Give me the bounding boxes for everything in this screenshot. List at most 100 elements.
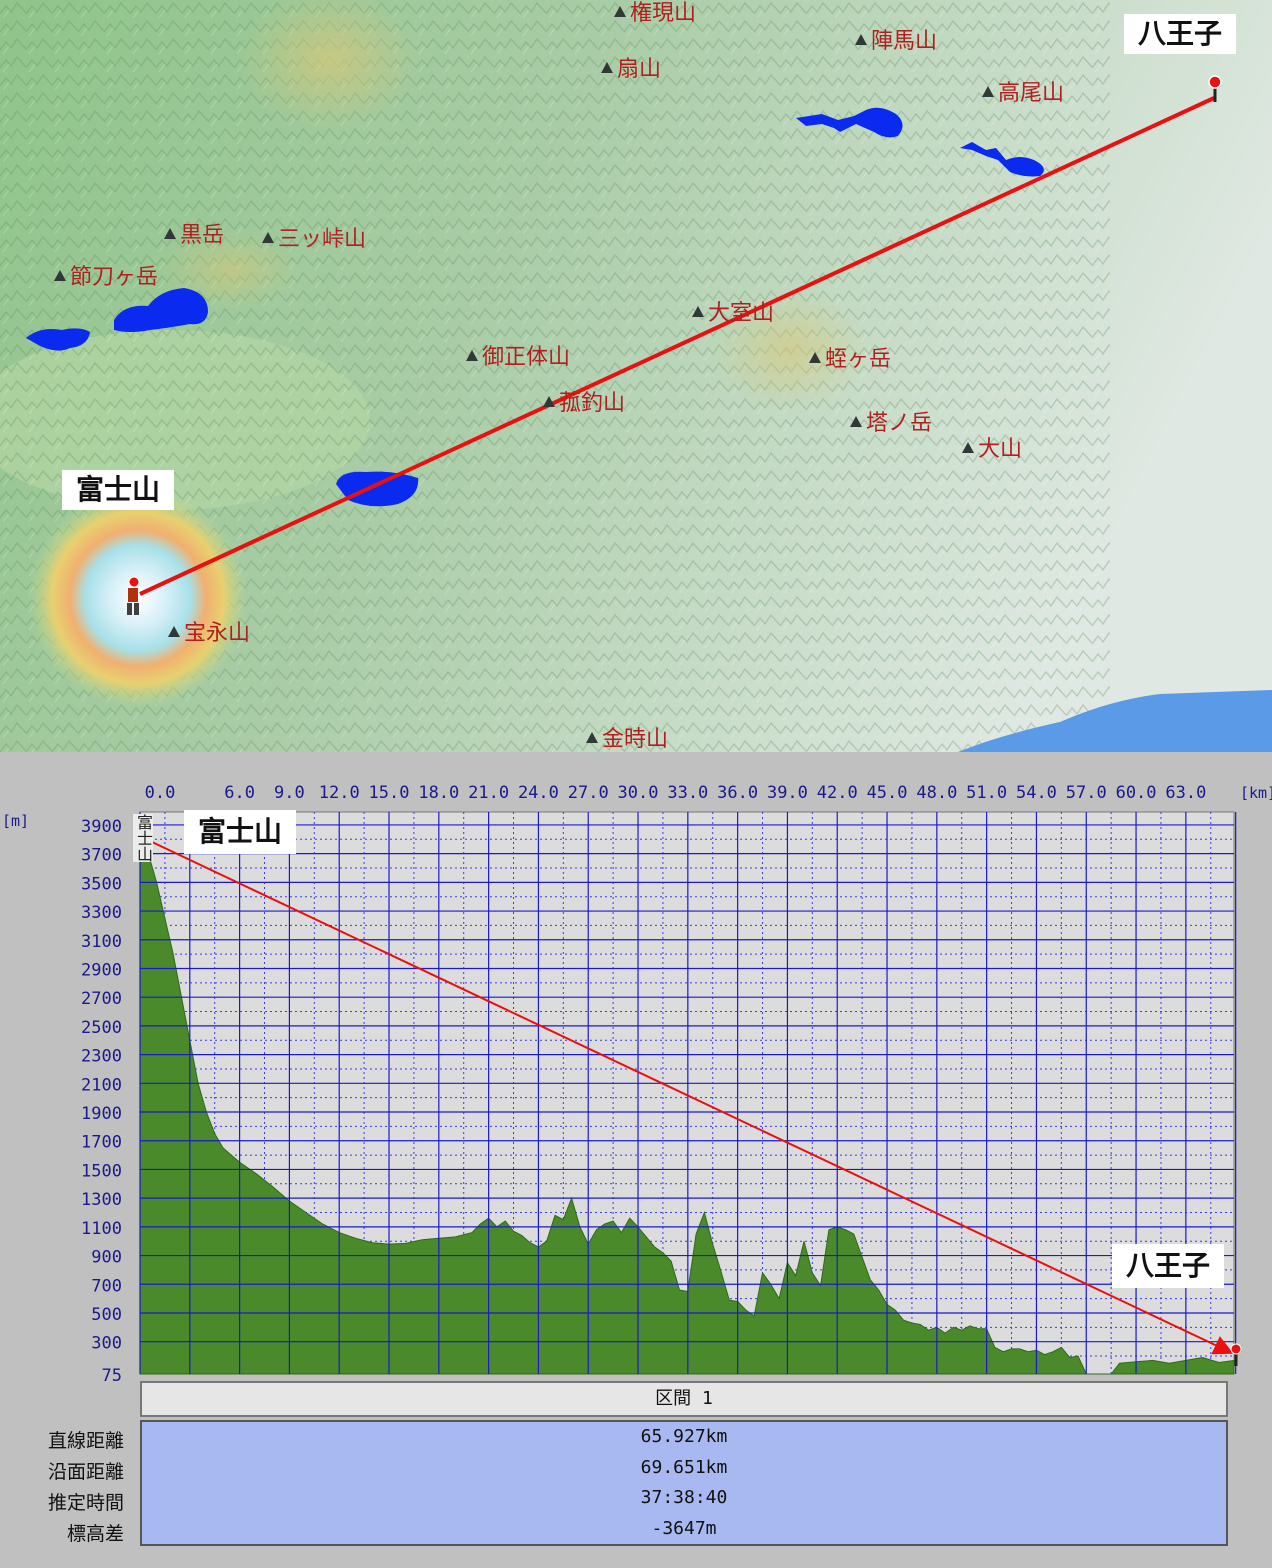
lake-yamanaka <box>336 471 419 507</box>
x-tick-label: 12.0 <box>319 783 360 803</box>
y-axis-ticks: 3900 3700 3500 3300 3100 2900 2700 2500 2300 2100… <box>81 817 122 1386</box>
x-tick-label: 45.0 <box>867 783 908 803</box>
y-tick-label: 3100 <box>81 932 122 952</box>
row-surface-distance-value: 69.651km <box>640 1456 728 1478</box>
segment-values: 65.927km 69.651km 37:38:40 -3647m <box>140 1420 1228 1546</box>
peak-label: 高尾山 <box>998 81 1064 106</box>
y-tick-label: 2500 <box>81 1018 122 1038</box>
peak-triangle-icon <box>262 232 274 243</box>
peak-label: 金時山 <box>602 727 668 752</box>
peak-marker: 高尾山 <box>982 81 1064 106</box>
peak-triangle-icon <box>850 416 862 427</box>
x-tick-label: 15.0 <box>369 783 410 803</box>
lake-sagami <box>796 107 903 138</box>
x-tick-label: 63.0 <box>1165 783 1206 803</box>
start-hiker-icon <box>127 576 140 615</box>
peak-label: 権現山 <box>630 1 696 26</box>
x-tick-label: 9.0 <box>274 783 305 803</box>
x-tick-label: 60.0 <box>1116 783 1157 803</box>
peak-marker: 宝永山 <box>168 621 250 646</box>
profile-start-callout: 富士山 <box>184 810 297 854</box>
y-tick-label: 900 <box>91 1248 122 1268</box>
y-tick-label: 300 <box>91 1334 122 1354</box>
x-tick-label: 18.0 <box>418 783 459 803</box>
peak-marker: 金時山 <box>586 727 668 752</box>
x-tick-label: 42.0 <box>817 783 858 803</box>
peak-marker: 大室山 <box>692 301 774 326</box>
x-tick-label: 57.0 <box>1066 783 1107 803</box>
peak-marker: 扇山 <box>601 57 661 82</box>
x-tick-label: 6.0 <box>224 783 255 803</box>
peak-marker: 陣馬山 <box>855 29 937 54</box>
highland-tanzawa <box>710 290 870 410</box>
y-tick-label: 1700 <box>81 1133 122 1153</box>
route-line <box>139 96 1215 596</box>
row-estimated-time-label: 推定時間 <box>47 1492 124 1514</box>
peak-triangle-icon <box>54 270 66 281</box>
peak-marker: 大山 <box>962 437 1022 462</box>
y-tick-label: 1900 <box>81 1104 122 1124</box>
map-end-callout: 八王子 <box>1124 14 1237 54</box>
y-tick-label: 3900 <box>81 817 122 837</box>
lake-motosu <box>26 328 90 351</box>
y-tick-label: 2700 <box>81 989 122 1009</box>
y-tick-label: 2900 <box>81 960 122 980</box>
peak-label: 御正体山 <box>482 345 570 370</box>
y-tick-label: 1100 <box>81 1219 122 1239</box>
peak-triangle-icon <box>543 396 555 407</box>
peak-triangle-icon <box>982 86 994 97</box>
straight-line-arrow <box>151 841 1234 1355</box>
sea <box>958 690 1272 752</box>
lake-tsukui <box>960 142 1044 177</box>
row-estimated-time-value: 37:38:40 <box>640 1487 728 1508</box>
x-tick-label: 33.0 <box>667 783 708 803</box>
peak-marker: 蛭ヶ岳 <box>809 347 891 372</box>
segment-header[interactable]: 区間 1 <box>140 1381 1228 1417</box>
peak-marker: 権現山 <box>614 1 696 26</box>
y-tick-label: 700 <box>91 1276 122 1296</box>
y-tick-label: 2300 <box>81 1047 122 1067</box>
peak-marker: 節刀ヶ岳 <box>54 265 158 290</box>
x-tick-label: 24.0 <box>518 783 559 803</box>
peak-triangle-icon <box>586 732 598 743</box>
peak-label: 塔ノ岳 <box>866 411 932 436</box>
peak-triangle-icon <box>962 442 974 453</box>
peak-triangle-icon <box>809 352 821 363</box>
x-tick-label: 21.0 <box>468 783 509 803</box>
minor-gridlines <box>140 812 1234 1374</box>
peak-marker: 御正体山 <box>466 345 570 370</box>
peak-label: 節刀ヶ岳 <box>70 265 158 290</box>
map-start-callout: 富士山 <box>62 470 175 510</box>
peak-marker: 黒岳 <box>164 223 224 248</box>
x-axis-unit: [km] <box>1240 784 1272 802</box>
x-tick-label: 36.0 <box>717 783 758 803</box>
peak-label: 黒岳 <box>180 223 224 248</box>
peak-triangle-icon <box>601 62 613 73</box>
end-pin-icon <box>1208 75 1222 102</box>
profile-start-vertical-label: 富士山 <box>133 814 153 862</box>
peak-label: 三ッ峠山 <box>278 227 366 252</box>
peak-label: 扇山 <box>617 57 661 82</box>
x-axis-ticks: 0.0 6.0 9.0 12.0 15.0 18.0 21.0 24.0 27.0 30.0 33.… <box>145 783 1207 803</box>
x-tick-label: 0.0 <box>145 783 176 803</box>
y-tick-label: 3300 <box>81 903 122 923</box>
peak-triangle-icon <box>855 34 867 45</box>
peak-label: 陣馬山 <box>871 29 937 54</box>
x-tick-label: 27.0 <box>568 783 609 803</box>
y-tick-label: 3500 <box>81 874 122 894</box>
peak-triangle-icon <box>466 350 478 361</box>
peak-label: 蛭ヶ岳 <box>825 347 891 372</box>
peak-label: 菰釣山 <box>559 391 625 416</box>
peak-marker: 菰釣山 <box>543 391 625 416</box>
y-tick-label: 1500 <box>81 1161 122 1181</box>
profile-end-callout: 八王子 <box>1112 1244 1225 1288</box>
row-elevation-diff-label: 標高差 <box>66 1523 124 1545</box>
row-surface-distance-label: 沿面距離 <box>47 1461 124 1483</box>
peak-label: 宝永山 <box>184 621 250 646</box>
peak-label: 大室山 <box>708 301 774 326</box>
profile-end-pin-icon <box>1230 1343 1242 1366</box>
x-tick-label: 54.0 <box>1016 783 1057 803</box>
row-elevation-diff-value: -3647m <box>651 1517 717 1539</box>
